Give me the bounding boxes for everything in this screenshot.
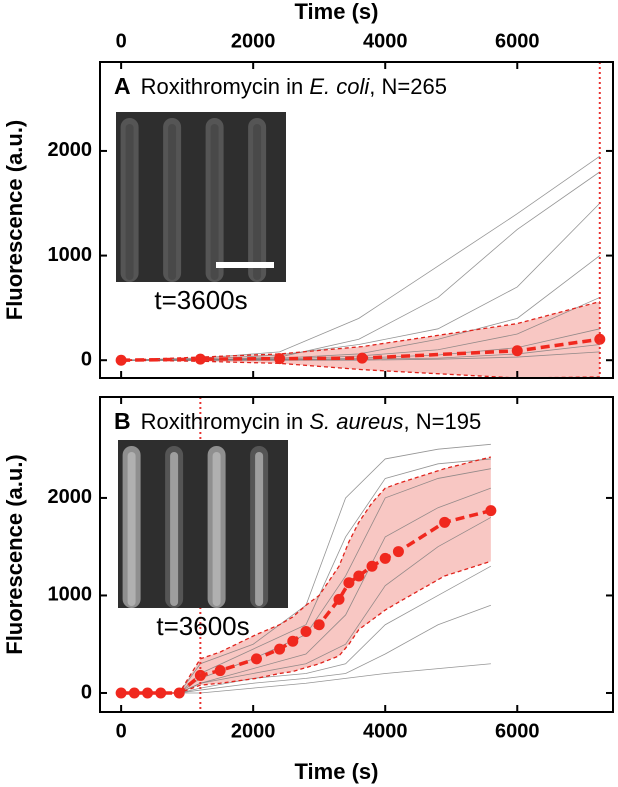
scale-bar (216, 262, 274, 268)
x-tick-label: 6000 (495, 30, 540, 52)
y-tick-label: 2000 (48, 486, 93, 508)
mean-point (594, 333, 606, 345)
mean-point (343, 577, 355, 589)
panel-title: B Roxithromycin in S. aureus, N=195 (114, 408, 481, 434)
title-organism: E. coli (309, 74, 370, 99)
y-tick-label: 0 (81, 348, 92, 370)
plot-frame (99, 396, 614, 713)
y-axis-title: Fluorescence (a.u.) (2, 120, 27, 321)
mean-point (353, 570, 365, 582)
x-tick-label: 0 (116, 30, 127, 52)
mean-point (274, 643, 286, 655)
plot-area (115, 155, 606, 378)
std-band (121, 456, 491, 693)
mean-point (214, 665, 226, 677)
cell-core (125, 124, 134, 280)
y-tick-label: 2000 (48, 139, 93, 161)
band-edge (121, 359, 600, 378)
panel-label: A (114, 73, 131, 99)
mean-point (511, 345, 523, 357)
x-tick-label: 4000 (363, 720, 408, 742)
title-text: , N=195 (404, 409, 482, 434)
single-cell-trace (121, 663, 491, 694)
mean-point (115, 687, 127, 699)
cell-core (212, 452, 221, 606)
mean-point (356, 352, 368, 364)
mean-point (366, 560, 378, 572)
cell-core (255, 452, 264, 606)
title-organism: S. aureus (309, 409, 403, 434)
cell-core (210, 124, 219, 280)
mean-point (173, 687, 185, 699)
panel-title: A Roxithromycin in E. coli, N=265 (114, 73, 447, 99)
mean-point (379, 552, 391, 564)
mean-point (194, 353, 206, 365)
y-tick-label: 1000 (48, 244, 93, 266)
mean-point (250, 653, 262, 665)
x-tick-label: 0 (116, 720, 127, 742)
cell-core (168, 124, 177, 280)
panel-label: B (114, 408, 131, 434)
mean-point (115, 354, 127, 366)
mean-point (274, 353, 286, 365)
mean-point (142, 687, 154, 699)
x-tick-label: 6000 (495, 720, 540, 742)
title-text: Roxithromycin in (141, 74, 310, 99)
mean-point (439, 516, 451, 528)
y-tick-label: 1000 (48, 584, 93, 606)
x-axis-title: Time (s) (295, 0, 379, 24)
plot-area (115, 443, 497, 699)
plot-frame (99, 61, 614, 379)
y-tick-label: 0 (81, 681, 92, 703)
mean-point (392, 546, 404, 558)
y-axis-title: Fluorescence (a.u.) (2, 454, 27, 655)
mean-point (155, 687, 167, 699)
mean-point (313, 619, 325, 631)
mean-point (194, 669, 206, 681)
inset-label: t=3600s (156, 611, 249, 641)
single-cell-trace (121, 604, 491, 694)
x-tick-label: 2000 (231, 720, 276, 742)
title-text: , N=265 (369, 74, 447, 99)
cell-core (170, 452, 179, 606)
band-edge (121, 300, 600, 361)
title-text: Roxithromycin in (141, 409, 310, 434)
mean-point (485, 505, 497, 517)
mean-point (300, 626, 312, 638)
cell-core (127, 452, 136, 606)
x-tick-label: 2000 (231, 30, 276, 52)
mean-point (333, 593, 345, 605)
mean-point (128, 687, 140, 699)
mean-point (287, 635, 299, 647)
inset-label: t=3600s (154, 285, 247, 315)
x-axis-title: Time (s) (295, 759, 379, 784)
mean-line (121, 337, 601, 362)
x-tick-label: 4000 (363, 30, 408, 52)
cell-core (253, 124, 262, 280)
single-cell-trace (121, 565, 492, 694)
single-cell-trace (121, 458, 491, 694)
